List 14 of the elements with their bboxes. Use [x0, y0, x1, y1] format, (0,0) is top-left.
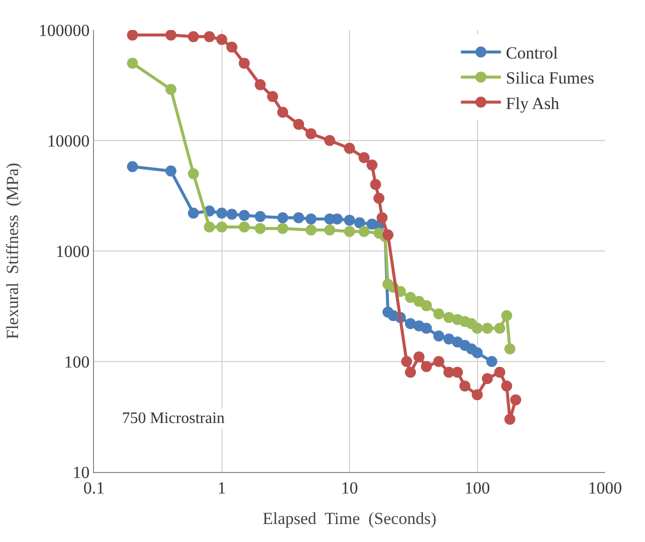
y-tick-label: 100000 [38, 20, 90, 40]
y-axis-title: Flexural Stiffness (MPa) [3, 162, 22, 340]
x-tick-label: 1 [218, 478, 226, 498]
legend-label: Control [506, 44, 558, 63]
legend-label: Silica Fumes [506, 68, 594, 88]
legend-label: Fly Ash [506, 94, 560, 113]
x-tick-label: 100 [464, 478, 490, 498]
annotation: 750 Microstrain [122, 410, 225, 427]
x-tick-label: 10 [341, 478, 358, 498]
y-tick-label: 100 [64, 352, 90, 372]
x-axis-title: Elapsed Time (Seconds) [262, 508, 436, 528]
y-tick-label: 1000 [56, 242, 90, 261]
y-tick-label: 10000 [47, 131, 90, 150]
x-tick-label: 1000 [588, 478, 622, 498]
